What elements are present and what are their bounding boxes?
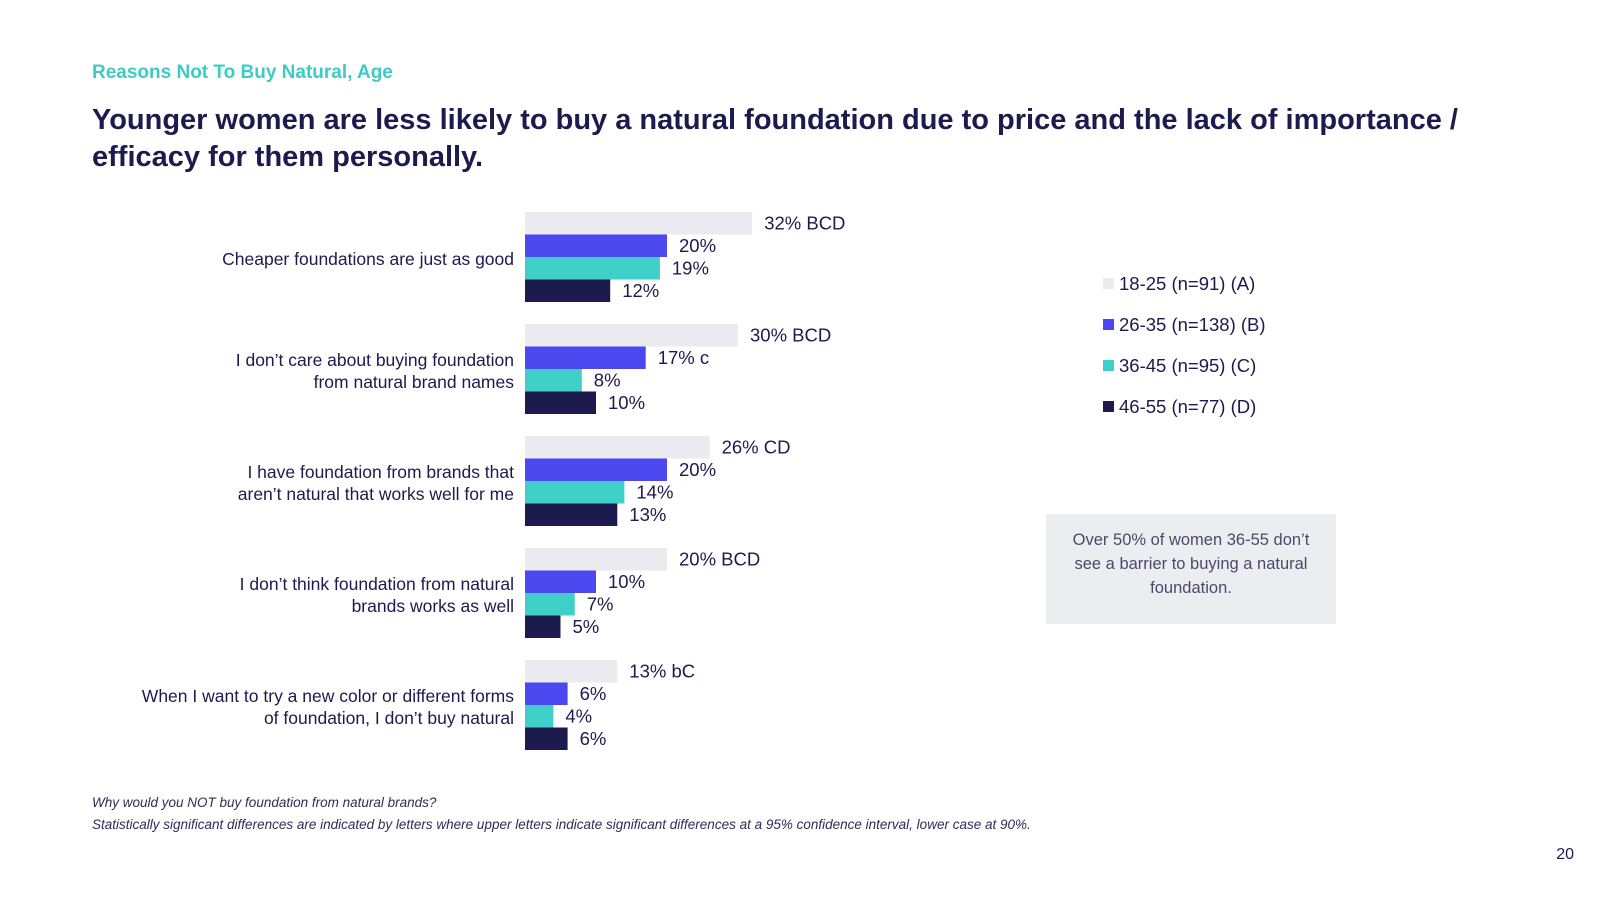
bar-s1-c1	[525, 212, 753, 235]
bar-s1-c2	[525, 324, 738, 347]
bar-s4-c3	[525, 503, 618, 526]
data-label-s1-c2: 30% BCD	[750, 324, 831, 345]
callout-box: Over 50% of women 36-55 don’t see a barr…	[1046, 514, 1336, 624]
legend-swatch-2	[1103, 319, 1114, 330]
data-label-s1-c5: 13% bC	[629, 660, 695, 681]
bar-s2-c2	[525, 346, 646, 369]
footnotes: Why would you NOT buy foundation from na…	[92, 792, 1031, 836]
footnote-significance: Statistically significant differences ar…	[92, 817, 1031, 832]
bar-s2-c3	[525, 458, 667, 481]
data-label-s3-c5: 4%	[565, 705, 592, 726]
bar-s3-c3	[525, 481, 625, 504]
data-label-s2-c5: 6%	[580, 683, 607, 704]
data-label-s2-c2: 17% c	[658, 347, 709, 368]
slide-headline: Younger women are less likely to buy a n…	[92, 104, 1458, 173]
data-label-s2-c1: 20%	[679, 235, 716, 256]
bar-s3-c2	[525, 369, 582, 392]
category-label-4: I don’t think foundation from natural bra…	[239, 574, 514, 616]
legend-label-3: 36-45 (n=95) (C)	[1119, 355, 1256, 376]
slide-kicker: Reasons Not To Buy Natural, Age	[92, 62, 393, 83]
data-label-s3-c3: 14%	[636, 481, 673, 502]
data-label-s4-c4: 5%	[573, 616, 600, 637]
data-label-s4-c1: 12%	[622, 280, 659, 301]
bar-s4-c4	[525, 615, 561, 638]
legend-swatch-3	[1103, 360, 1114, 371]
bar-s3-c1	[525, 257, 660, 280]
data-label-s2-c4: 10%	[608, 571, 645, 592]
footnote-question: Why would you NOT buy foundation from na…	[92, 795, 437, 810]
category-label-2: I don’t care about buying foundation from…	[235, 350, 514, 392]
legend-label-4: 46-55 (n=77) (D)	[1119, 396, 1256, 417]
bar-s1-c4	[525, 548, 667, 571]
data-label-s1-c4: 20% BCD	[679, 548, 760, 569]
legend-label-1: 18-25 (n=91) (A)	[1119, 273, 1255, 294]
data-label-s4-c5: 6%	[580, 728, 607, 749]
data-label-s2-c3: 20%	[679, 459, 716, 480]
category-label-3: I have foundation from brands that aren’t…	[237, 462, 514, 504]
bar-s3-c5	[525, 705, 554, 728]
data-label-s4-c2: 10%	[608, 392, 645, 413]
data-label-s4-c3: 13%	[629, 504, 666, 525]
bar-s2-c4	[525, 570, 596, 593]
bar-s1-c5	[525, 660, 618, 683]
legend-swatch-1	[1103, 278, 1114, 289]
data-label-s1-c1: 32% BCD	[764, 212, 845, 233]
data-label-s1-c3: 26% CD	[722, 436, 791, 457]
bar-s4-c2	[525, 391, 596, 414]
data-label-s3-c4: 7%	[587, 593, 614, 614]
bar-s3-c4	[525, 593, 575, 616]
category-label-5: When I want to try a new color or differ…	[141, 686, 514, 728]
data-label-s3-c1: 19%	[672, 257, 709, 278]
bar-s2-c1	[525, 234, 667, 257]
legend-swatch-4	[1103, 401, 1114, 412]
bar-s1-c3	[525, 436, 710, 459]
page-number: 20	[1556, 846, 1574, 863]
bar-s4-c5	[525, 727, 568, 750]
legend-label-2: 26-35 (n=138) (B)	[1119, 314, 1266, 335]
bar-s2-c5	[525, 682, 568, 705]
bar-s4-c1	[525, 279, 611, 302]
data-label-s3-c2: 8%	[594, 369, 621, 390]
category-label-1: Cheaper foundations are just as good	[222, 249, 514, 269]
